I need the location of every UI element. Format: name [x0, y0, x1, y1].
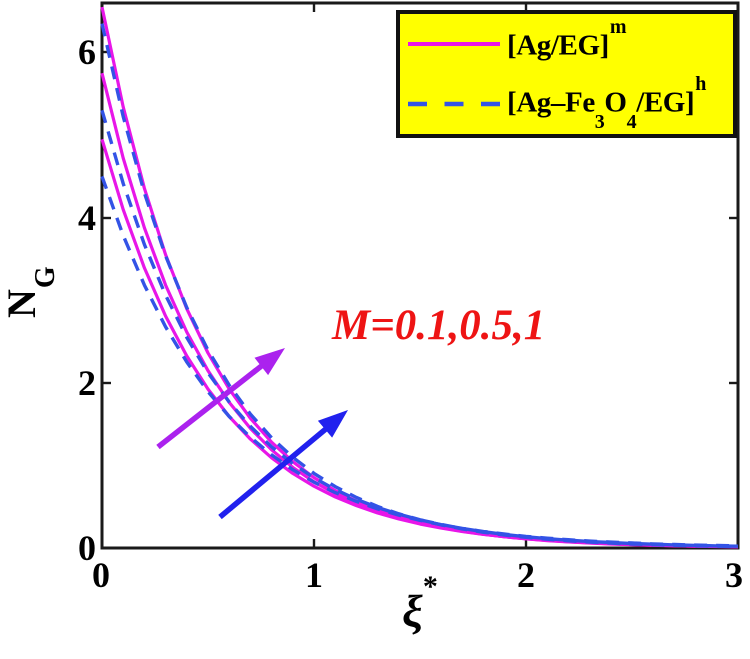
y-tick-label-6: 6: [78, 32, 96, 72]
legend-label-mono-sup: m: [609, 15, 627, 38]
mono-increase-arrow: [156, 348, 285, 450]
x-tick-label-1: 1: [305, 555, 323, 595]
legend-item-mono: [Ag/EG]m: [400, 14, 733, 74]
y-tick-label-0: 0: [78, 528, 96, 568]
parameter-annotation: M=0.1,0.5,1: [332, 302, 546, 349]
legend-label-mono-base: [Ag/EG]: [507, 29, 609, 62]
legend-label-hybrid-sub4: 4: [626, 110, 637, 133]
legend-label-hybrid: [Ag–Fe3O4/EG]h: [507, 74, 706, 131]
plot-frame: [100, 1, 740, 550]
curve-ag-fe3o4-eg-m1: [100, 23, 739, 549]
hybrid-arrow-shaft: [218, 425, 329, 520]
legend: [Ag/EG]m [Ag–Fe3O4/EG]h: [396, 10, 737, 138]
legend-solid-line-icon: [408, 42, 500, 46]
mono-arrow-head-icon: [254, 348, 285, 376]
y-tick-label-4: 4: [78, 198, 96, 238]
hybrid-increase-arrow: [218, 410, 348, 520]
legend-item-hybrid: [Ag–Fe3O4/EG]h: [400, 74, 733, 134]
mono-arrow-shaft: [156, 361, 266, 450]
x-tick-label-0: 0: [92, 555, 110, 595]
y-axis-label: NG: [0, 266, 61, 318]
legend-dashed-line-icon: [408, 101, 500, 107]
x-tick-label-2: 2: [517, 555, 535, 595]
legend-label-hybrid-sup: h: [695, 73, 706, 96]
legend-label-hybrid-p2: O: [604, 86, 627, 119]
legend-label-hybrid-p4: /EG]: [636, 86, 695, 119]
x-axis-label-sup: *: [422, 570, 438, 603]
hybrid-arrow-head-icon: [317, 410, 348, 438]
x-axis-label-base: ξ: [402, 585, 423, 637]
y-axis-label-base: N: [0, 289, 44, 318]
y-tick-label-2: 2: [78, 363, 96, 403]
x-axis-label: ξ*: [402, 572, 438, 637]
legend-label-hybrid-p0: [Ag–Fe: [507, 86, 595, 119]
legend-label-mono: [Ag/EG]m: [507, 17, 627, 62]
y-axis-label-sub: G: [30, 266, 61, 289]
legend-label-hybrid-sub3: 3: [594, 110, 605, 133]
x-tick-label-3: 3: [725, 555, 743, 595]
curve-ag-fe3o4-eg-m0.1: [100, 175, 739, 548]
